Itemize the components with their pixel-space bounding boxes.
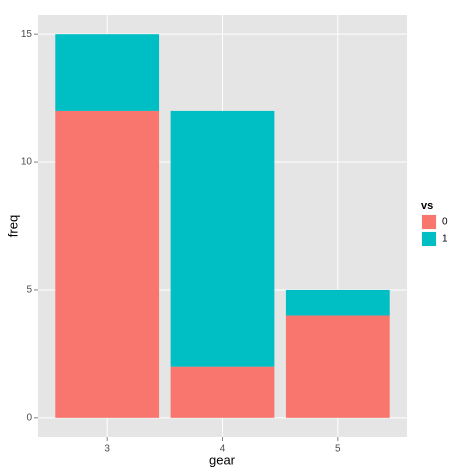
legend-title: vs xyxy=(421,200,433,212)
x-axis-title: gear xyxy=(209,452,236,467)
y-tick-label: 15 xyxy=(21,29,33,40)
bar-segment xyxy=(170,110,275,367)
y-axis-title: freq xyxy=(5,215,20,237)
legend-key xyxy=(422,232,436,246)
x-tick-label: 5 xyxy=(335,444,341,455)
bar-segment xyxy=(55,34,160,111)
legend-label: 1 xyxy=(442,234,448,245)
bar-segment xyxy=(285,289,390,316)
legend-label: 0 xyxy=(442,217,448,228)
bar-segment xyxy=(55,110,160,418)
bar-segment xyxy=(285,315,390,418)
legend-key xyxy=(422,215,436,229)
x-tick-label: 4 xyxy=(220,444,226,455)
y-tick-label: 10 xyxy=(21,157,33,168)
y-tick-label: 5 xyxy=(26,285,32,296)
x-tick-label: 3 xyxy=(104,444,110,455)
y-tick-label: 0 xyxy=(26,412,32,423)
bar-segment xyxy=(170,366,275,418)
